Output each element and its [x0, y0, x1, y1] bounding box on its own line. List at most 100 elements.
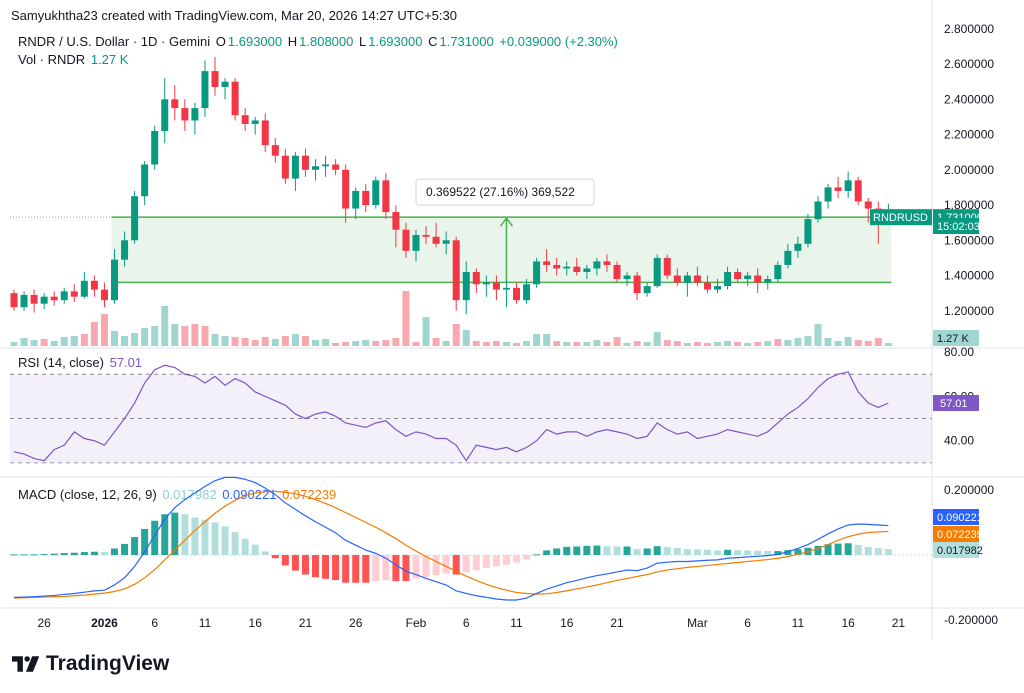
x-tick-label: 26 — [349, 616, 363, 630]
macd-histogram-bar — [181, 514, 189, 555]
macd-histogram-bar — [563, 546, 571, 555]
price-tick-label: 1.200000 — [944, 304, 994, 318]
rsi-legend[interactable]: RSI (14, close) 57.01 — [18, 355, 144, 370]
macd-histogram-bar — [854, 544, 862, 555]
macd-histogram-bar — [412, 555, 420, 579]
candle-body — [422, 234, 430, 237]
x-tick-label: 26 — [37, 616, 51, 630]
candle-body — [151, 131, 159, 165]
candle-body — [201, 71, 209, 109]
x-tick-label: 21 — [299, 616, 313, 630]
volume-bar — [382, 340, 390, 346]
x-tick-label: 16 — [841, 616, 855, 630]
macd-histogram-bar — [794, 549, 802, 555]
volume-bar — [221, 336, 229, 346]
x-tick-label: 21 — [892, 616, 906, 630]
candle-body — [452, 240, 460, 301]
volume-bar — [663, 340, 671, 346]
volume-bar — [784, 340, 792, 346]
volume-bar — [703, 343, 711, 346]
volume-bar — [60, 337, 68, 346]
volume-bar — [10, 342, 18, 346]
candle-body — [181, 108, 189, 121]
candle-body — [332, 164, 340, 170]
candle-body — [844, 180, 852, 191]
volume-bar — [734, 342, 742, 346]
candle-body — [734, 271, 742, 280]
candle-body — [593, 261, 601, 269]
volume-bar — [583, 342, 591, 346]
price-tick-label: 1.400000 — [944, 269, 994, 283]
volume-legend[interactable]: Vol · RNDR 1.27 K — [18, 52, 130, 67]
macd-histogram-bar — [60, 553, 68, 555]
candle-body — [633, 275, 641, 294]
macd-histogram-bar — [342, 555, 350, 583]
volume-bar — [673, 341, 681, 346]
open-label: O — [215, 34, 226, 49]
symbol-legend[interactable]: RNDR / U.S. Dollar · 1D · Gemini O 1.6930… — [18, 34, 620, 49]
x-tick-label: 11 — [510, 616, 523, 630]
rsi-tick-label: 40.00 — [944, 434, 974, 448]
candle-body — [111, 259, 118, 301]
brand-name: TradingView — [46, 652, 170, 675]
macd-histogram-bar — [161, 514, 169, 555]
candle-body — [141, 164, 149, 197]
price-tick-label: 2.400000 — [944, 92, 994, 106]
rsi-last-label-bg — [933, 394, 979, 411]
chart-canvas[interactable]: 1.200000 1.400000 1.600000 1.800000 2.000000… — [0, 0, 1024, 640]
volume-bar — [191, 324, 199, 346]
macd-histogram-bar — [40, 554, 48, 556]
tradingview-logo-icon — [12, 656, 40, 672]
macd-histogram-bar — [372, 555, 380, 582]
macd-histogram-bar — [191, 517, 199, 555]
volume-bar — [533, 334, 541, 346]
candle-body — [30, 294, 38, 304]
volume-bar — [161, 306, 169, 346]
volume-label: 1.27 K — [937, 333, 969, 345]
candle-body — [774, 264, 782, 280]
candle-body — [40, 296, 48, 304]
candle-body — [231, 81, 239, 116]
macd-histogram-bar — [70, 552, 78, 555]
candle-body — [533, 261, 541, 285]
symbol-label-bg — [870, 209, 932, 226]
macd-histogram-bar — [764, 551, 772, 555]
macd-histogram-bar — [20, 554, 28, 556]
volume-bar — [724, 341, 732, 346]
range-label-box — [415, 178, 595, 206]
candle-body — [703, 282, 711, 290]
volume-bar — [432, 338, 440, 346]
macd-histogram-bar — [513, 555, 520, 563]
macd-histogram-bar — [322, 555, 330, 579]
candle-body — [352, 190, 360, 209]
volume-bar — [50, 341, 58, 346]
x-tick-label: Mar — [687, 616, 708, 630]
candle-body — [50, 296, 58, 301]
candle-body — [764, 279, 772, 283]
macd-histogram-bar — [442, 555, 450, 574]
candle-body — [442, 240, 450, 244]
candle-body — [432, 236, 440, 244]
macd-tick-label: 0.200000 — [944, 483, 994, 497]
candle-body — [754, 275, 762, 283]
volume-bar — [90, 322, 98, 346]
volume-bar — [623, 343, 631, 346]
macd-histogram-bar — [352, 555, 360, 583]
candle-body — [744, 275, 752, 280]
macd-histogram-bar — [241, 538, 249, 555]
candle-body — [663, 257, 671, 276]
candle-body — [623, 275, 631, 280]
x-tick-label: 6 — [463, 616, 470, 630]
macd-histogram-bar — [573, 546, 581, 555]
signal-last-label-bg — [933, 526, 979, 542]
macd-histogram-bar — [80, 552, 88, 555]
x-tick-label: 11 — [199, 616, 212, 630]
rsi-tick-label: 80.00 — [944, 345, 974, 359]
volume-bar — [111, 331, 118, 346]
macd-histogram-bar — [593, 545, 601, 555]
volume-bar — [322, 339, 330, 346]
volume-bar — [603, 342, 611, 346]
macd-histogram-bar — [271, 555, 279, 559]
macd-histogram-bar — [291, 555, 299, 571]
candle-body — [20, 294, 28, 308]
